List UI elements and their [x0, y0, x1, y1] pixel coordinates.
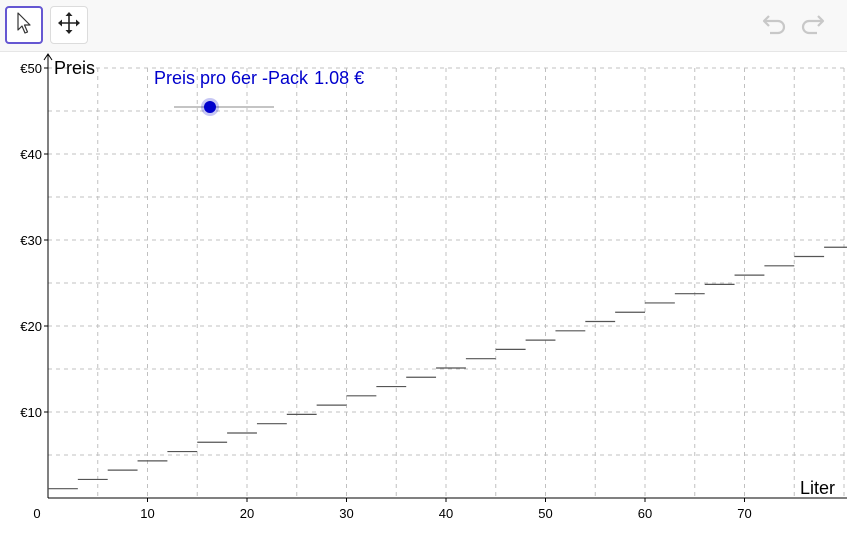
y-axis-arrow: [43, 53, 53, 61]
slider-handle[interactable]: [204, 101, 216, 113]
y-tick-label: €40: [20, 147, 42, 162]
move-graphics-view-button[interactable]: [50, 6, 88, 44]
slider-label: Preis pro 6er -Pack 1.08 €: [154, 68, 364, 88]
price-slider[interactable]: Preis pro 6er -Pack 1.08 €: [154, 68, 364, 116]
axes: [43, 53, 847, 502]
slider-value-text: 1.08 €: [314, 68, 364, 88]
y-tick-label: €10: [20, 405, 42, 420]
step-function-graph[interactable]: [48, 246, 847, 490]
select-tool-button[interactable]: [5, 6, 43, 44]
x-tick-label: 60: [638, 506, 652, 521]
y-tick-label: €30: [20, 233, 42, 248]
redo-icon: [798, 12, 826, 41]
y-tick-label: €20: [20, 319, 42, 334]
redo-button[interactable]: [797, 12, 827, 40]
graphics-view[interactable]: 0 10 20 30 40 50 60 70 €10 €20 €30 €40 €50 Preis Lit…: [0, 52, 847, 547]
x-tick-label: 40: [439, 506, 453, 521]
x-tick-label: 10: [140, 506, 154, 521]
x-tick-label: 0: [33, 506, 40, 521]
x-tick-label: 30: [339, 506, 353, 521]
undo-icon: [761, 12, 789, 41]
toolbar: [0, 0, 847, 52]
arrow-pointer-icon: [16, 11, 32, 39]
slider-label-text: Preis pro 6er -Pack: [154, 68, 309, 88]
tick-labels: 0 10 20 30 40 50 60 70 €10 €20 €30 €40 €50: [20, 61, 751, 521]
x-tick-label: 50: [538, 506, 552, 521]
y-tick-label: €50: [20, 61, 42, 76]
x-tick-label: 70: [737, 506, 751, 521]
x-axis-title: Liter: [800, 478, 835, 498]
grid: [48, 67, 847, 498]
y-axis-title: Preis: [54, 58, 95, 78]
x-tick-label: 20: [240, 506, 254, 521]
move-arrows-icon: [57, 11, 81, 40]
undo-button[interactable]: [760, 12, 790, 40]
